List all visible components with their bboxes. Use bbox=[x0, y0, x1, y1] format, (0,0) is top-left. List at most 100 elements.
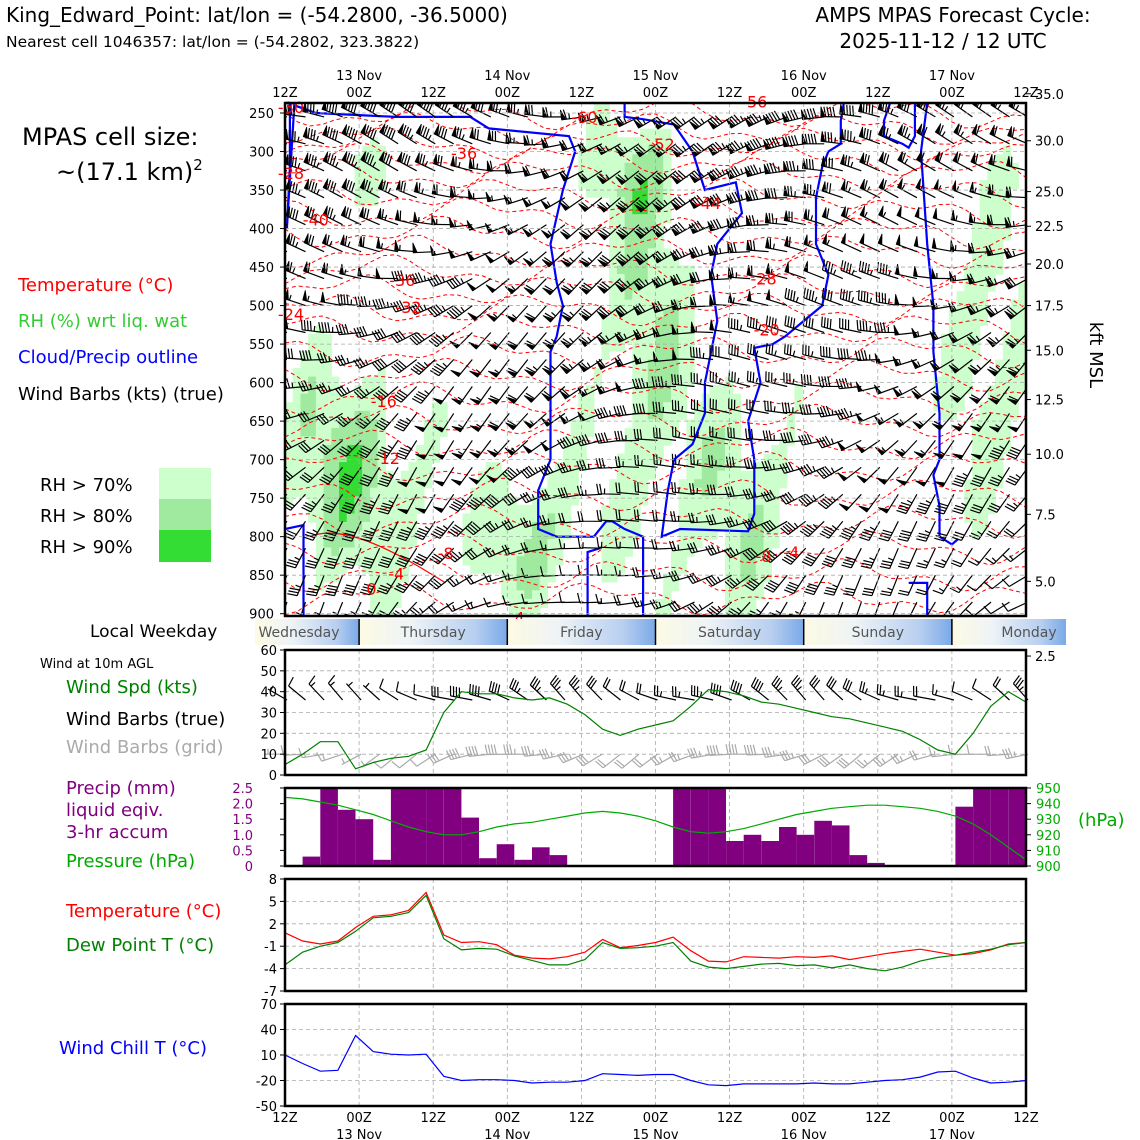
rh-cell bbox=[485, 504, 495, 514]
wind-barb-flag bbox=[671, 324, 678, 335]
rh-cell bbox=[686, 368, 695, 378]
height-tick-label: 2.5 bbox=[1035, 650, 1056, 665]
rh-cell bbox=[377, 479, 386, 489]
rh-cell bbox=[987, 282, 996, 292]
wind-barb-flag bbox=[596, 384, 605, 395]
rh-cell bbox=[640, 410, 649, 420]
rh-cell bbox=[732, 470, 742, 480]
height-tick-label: 22.5 bbox=[1035, 220, 1064, 235]
rh-cell bbox=[300, 487, 309, 497]
wind-barb-flag bbox=[376, 208, 382, 220]
rh-cell bbox=[748, 564, 757, 574]
rh-cell bbox=[717, 419, 726, 429]
rh-cell bbox=[686, 436, 695, 446]
rh-cell bbox=[369, 462, 379, 472]
rh-cell bbox=[1002, 402, 1012, 412]
rh-cell bbox=[393, 530, 402, 540]
rh-cell bbox=[377, 393, 386, 403]
rh-cell bbox=[539, 547, 549, 557]
rh-cell bbox=[624, 214, 633, 224]
rh-cell bbox=[323, 368, 332, 378]
rh-cell bbox=[601, 325, 610, 335]
wind-barb-grid bbox=[872, 753, 899, 767]
rh-cell bbox=[570, 496, 579, 506]
wind-barb-grid bbox=[484, 744, 510, 756]
wind-barb-flag bbox=[709, 294, 715, 306]
rh-cell bbox=[763, 479, 772, 489]
wind-barb bbox=[359, 574, 381, 596]
wind-barb-flag bbox=[894, 264, 900, 276]
temperature-label: -24 bbox=[278, 305, 304, 324]
wind-barb bbox=[861, 574, 881, 597]
rh-cell bbox=[369, 479, 379, 489]
wind-barb bbox=[821, 547, 844, 568]
height-tick-label: 17.5 bbox=[1035, 300, 1064, 315]
rh-cell bbox=[663, 282, 672, 292]
rh-cell bbox=[300, 470, 309, 480]
wind-barb-flag bbox=[542, 367, 553, 376]
wind-barb bbox=[375, 601, 399, 616]
rh-cell bbox=[632, 521, 641, 532]
rh-cell bbox=[408, 521, 417, 532]
wind-barb-flag bbox=[858, 126, 864, 139]
rh-cell bbox=[300, 427, 309, 438]
rh-cell bbox=[678, 513, 687, 523]
wind-barb-flag bbox=[414, 425, 426, 433]
wind-barb-flag bbox=[595, 360, 606, 370]
wind-barb bbox=[764, 400, 788, 414]
rh-cell bbox=[794, 385, 803, 395]
rh-cell bbox=[941, 333, 950, 343]
rh-cell bbox=[771, 539, 780, 549]
rh-cell bbox=[979, 470, 989, 480]
rh-cell bbox=[624, 316, 633, 326]
rh-cell bbox=[640, 299, 649, 309]
wind-barb bbox=[304, 207, 325, 226]
rh-cell bbox=[678, 325, 687, 335]
rh-cell bbox=[663, 573, 672, 583]
wind-barb-flag bbox=[708, 269, 715, 281]
wind-barb-flag bbox=[783, 185, 789, 197]
pressure-tick-label: 600 bbox=[249, 377, 274, 392]
wind-barb bbox=[950, 547, 973, 568]
panel-tick-label: -50 bbox=[256, 1100, 277, 1115]
rh-cell bbox=[971, 231, 981, 241]
wind-barb bbox=[502, 466, 529, 481]
wind-barb-flag bbox=[1004, 217, 1011, 228]
wind-barb bbox=[780, 520, 807, 535]
wind-barb-flag bbox=[821, 207, 827, 219]
rh-cell bbox=[740, 581, 749, 591]
wind-barb bbox=[672, 196, 695, 211]
rh-cell bbox=[701, 521, 711, 532]
rh-cell bbox=[532, 496, 541, 506]
rh-cell bbox=[377, 436, 386, 446]
wind-barb bbox=[724, 486, 751, 498]
rh-cell bbox=[377, 462, 386, 472]
rh-cell bbox=[655, 248, 664, 258]
rh-cell bbox=[369, 445, 379, 455]
rh-cell bbox=[647, 248, 657, 258]
rh-cell bbox=[709, 453, 718, 463]
wind-barb-flag bbox=[652, 327, 660, 338]
rh-cell bbox=[331, 521, 340, 532]
wind-barb-true bbox=[469, 683, 491, 701]
rh-cell bbox=[532, 521, 541, 532]
rh-cell bbox=[724, 445, 734, 455]
wind-barb bbox=[915, 574, 936, 596]
rh-cell bbox=[632, 504, 641, 514]
rh-cell bbox=[709, 410, 718, 420]
rh-cell bbox=[663, 410, 672, 420]
legend-cloud: Cloud/Precip outline bbox=[18, 347, 198, 368]
wind-barb bbox=[653, 454, 677, 468]
rh-cell bbox=[640, 368, 649, 378]
panel-tick-label: -4 bbox=[264, 963, 277, 978]
rh-cell bbox=[640, 239, 649, 249]
wind-barb-flag bbox=[487, 129, 493, 142]
precip-bar bbox=[479, 858, 497, 866]
rh-cell bbox=[663, 385, 672, 395]
rh-cell bbox=[501, 513, 510, 523]
temp-legend: Temperature (°C) bbox=[65, 901, 221, 922]
rh-cell bbox=[678, 368, 687, 378]
temperature-label: -32 bbox=[395, 298, 421, 317]
wind-barb-flag bbox=[505, 314, 517, 323]
wind-barb-grid bbox=[836, 753, 862, 769]
